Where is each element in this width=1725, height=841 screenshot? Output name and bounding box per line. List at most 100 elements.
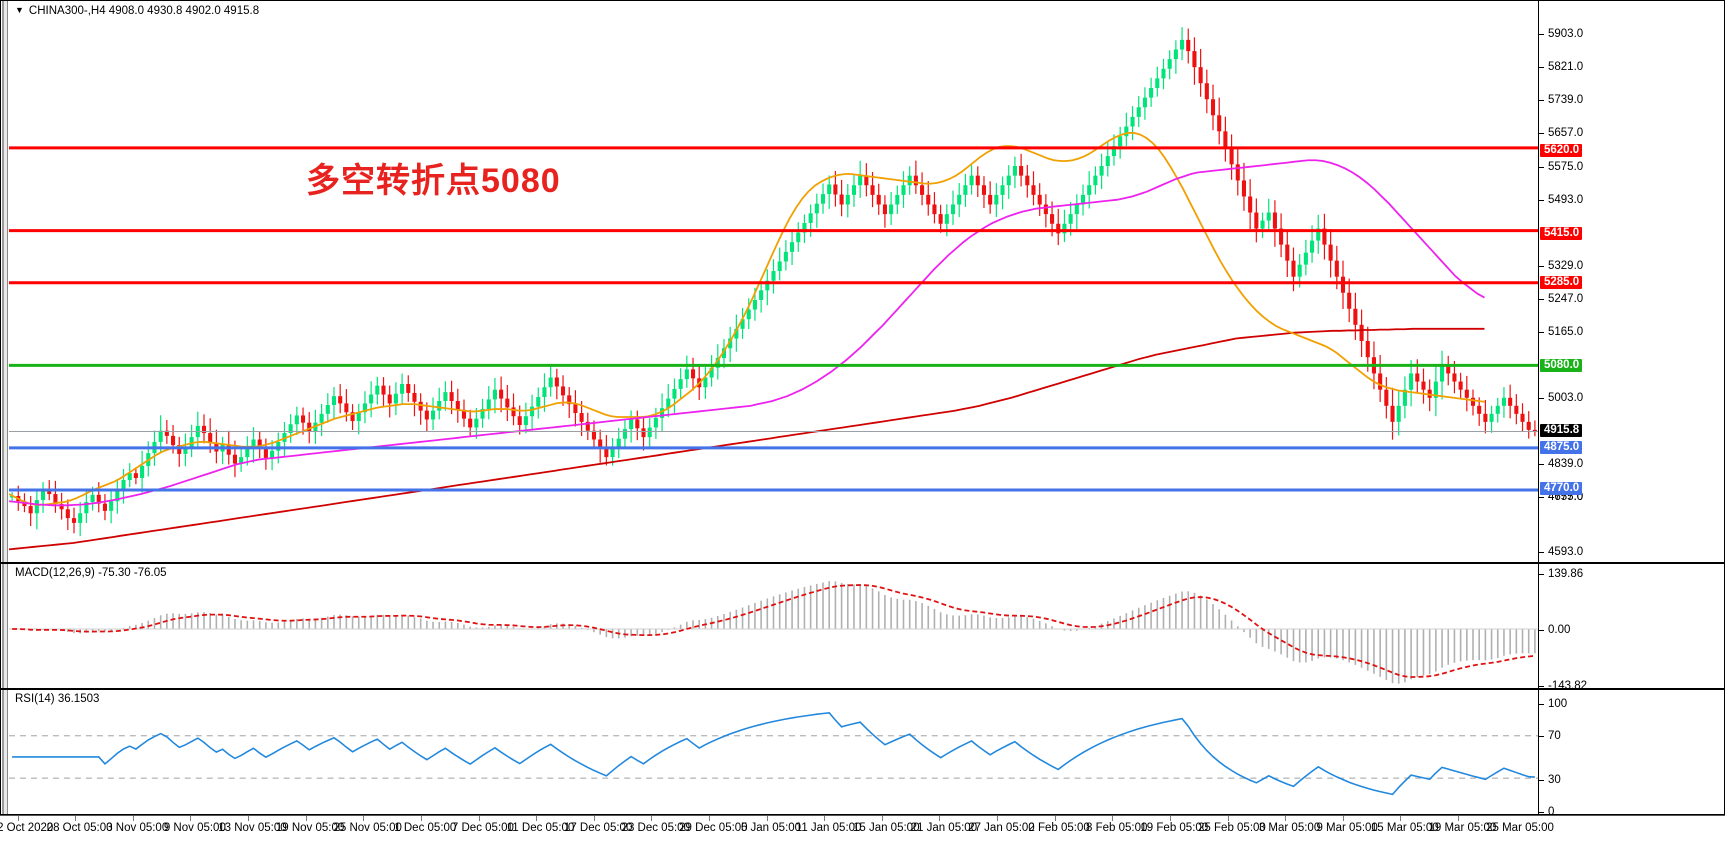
price-level-tag[interactable]: 5285.0 — [1540, 276, 1583, 289]
macd-axis-tick-label: -143.82 — [1548, 680, 1588, 692]
time-axis-label: 13 Nov 05:00 — [218, 822, 287, 834]
time-axis-label: 9 Nov 05:00 — [163, 822, 226, 834]
price-level-tag[interactable]: 5080.0 — [1540, 359, 1583, 372]
price-axis-tick: 4675.0 — [1539, 491, 1584, 503]
price-axis-tick-label: 5329.0 — [1548, 260, 1584, 272]
price-axis-tick-label: 5003.0 — [1548, 392, 1584, 404]
macd-axis-tick: 0.00 — [1539, 624, 1571, 636]
time-axis-label: 15 Jan 05:00 — [852, 822, 920, 834]
tick-dash-icon — [1539, 200, 1544, 201]
time-axis-label: 22 Oct 2020 — [0, 822, 54, 834]
time-axis-separator — [593, 816, 595, 821]
price-level-tag[interactable]: 4770.0 — [1540, 482, 1583, 495]
time-axis-separator — [881, 816, 883, 821]
tick-dash-icon — [1539, 686, 1544, 687]
price-level-tag[interactable]: 5415.0 — [1540, 227, 1583, 240]
price-axis-tick: 5247.0 — [1539, 293, 1583, 305]
time-axis-label: 19 Nov 05:00 — [275, 822, 345, 834]
price-axis-tick: 5739.0 — [1539, 94, 1584, 106]
time-axis-separator — [1400, 816, 1402, 821]
price-axis-tick: 4839.0 — [1539, 458, 1584, 470]
tick-dash-icon — [1539, 812, 1544, 813]
price-axis-tick-label: 5493.0 — [1548, 194, 1584, 206]
price-axis-tick: 5657.0 — [1539, 127, 1583, 139]
price-level-tag[interactable]: 4875.0 — [1540, 441, 1583, 454]
price-axis-tick-label: 5903.0 — [1548, 28, 1584, 40]
rsi-axis-tick-label: 0 — [1548, 806, 1555, 818]
time-axis-label: 11 Dec 05:00 — [506, 822, 575, 834]
time-axis-separator — [997, 816, 999, 821]
macd-indicator-panel[interactable]: MACD(12,26,9) -75.30 -76.05 139.86 0.00 -1… — [0, 563, 1725, 692]
time-axis-separator — [824, 816, 826, 821]
rsi-axis-tick: 70 — [1539, 730, 1561, 742]
price-axis-tick: 5903.0 — [1539, 28, 1584, 40]
rsi-plot-svg — [9, 712, 1538, 796]
time-axis-label: 5 Jan 05:00 — [740, 822, 802, 834]
time-axis-separator — [709, 816, 710, 821]
time-axis-label: 23 Dec 05:00 — [621, 822, 690, 834]
macd-axis-tick: 139.86 — [1539, 568, 1583, 580]
time-axis-label: 1 Dec 05:00 — [394, 822, 457, 834]
time-axis-label: 19 Feb 05:00 — [1140, 822, 1209, 834]
price-level-tag[interactable]: 4915.8 — [1540, 424, 1583, 437]
tick-dash-icon — [1539, 780, 1544, 781]
time-axis-label: 28 Oct 05:00 — [46, 822, 113, 834]
rsi-axis-tick: 100 — [1539, 698, 1568, 710]
tick-dash-icon — [1539, 299, 1544, 300]
time-axis-separator — [17, 816, 19, 821]
time-axis-separator — [1227, 816, 1229, 821]
price-axis-tick: 5003.0 — [1539, 392, 1584, 404]
time-axis-label: 25 Mar 05:00 — [1486, 822, 1554, 834]
price-axis-tick: 5821.0 — [1539, 61, 1584, 73]
price-axis-tick-label: 4675.0 — [1548, 491, 1584, 503]
tick-dash-icon — [1539, 167, 1544, 168]
time-axis-separator — [1112, 816, 1114, 821]
time-axis-separator — [766, 816, 768, 821]
price-level-tag[interactable]: 5620.0 — [1540, 144, 1583, 157]
rsi-axis-tick-label: 70 — [1548, 730, 1561, 742]
rsi-axis-tick-label: 100 — [1548, 698, 1568, 710]
time-axis-label: 21 Jan 05:00 — [910, 822, 978, 834]
time-axis-separator — [478, 816, 480, 821]
price-plot-area[interactable] — [9, 1, 1538, 562]
tick-dash-icon — [1539, 736, 1544, 737]
price-axis-scale[interactable]: 5903.0 5821.0 5739.0 5657.0 5575.0 5493.0 5329… — [1538, 1, 1724, 562]
rsi-axis-tick-label: 30 — [1548, 774, 1561, 786]
price-axis-tick-label: 4839.0 — [1548, 458, 1584, 470]
collapse-arrow-icon[interactable]: ▼ — [15, 5, 24, 15]
time-axis-label: 25 Nov 05:00 — [333, 822, 402, 834]
time-axis-separator — [420, 816, 422, 821]
time-axis-separator — [651, 816, 653, 821]
rsi-plot-area[interactable] — [9, 690, 1538, 814]
rsi-axis-scale: 100 70 30 0 — [1538, 690, 1724, 818]
price-axis-tick-label: 5821.0 — [1548, 61, 1584, 73]
time-axis-separator — [1169, 816, 1171, 821]
tick-dash-icon — [1539, 704, 1544, 705]
macd-plot-area[interactable] — [9, 564, 1538, 688]
price-axis-tick-label: 5739.0 — [1548, 94, 1584, 106]
time-axis-label: 27 Jan 05:00 — [968, 822, 1035, 834]
tick-dash-icon — [1539, 133, 1544, 134]
macd-plot-svg — [9, 581, 1538, 684]
time-axis-label: 19 Mar 05:00 — [1428, 822, 1497, 834]
time-axis-label: 3 Nov 05:00 — [106, 822, 169, 834]
time-axis-label: 29 Dec 05:00 — [679, 822, 748, 834]
macd-axis-tick: -143.82 — [1539, 680, 1588, 692]
price-axis-tick: 4593.0 — [1539, 546, 1584, 558]
time-axis-label: 9 Mar 05:00 — [1316, 822, 1378, 834]
price-axis-tick-label: 5165.0 — [1548, 326, 1584, 338]
chart-header: ▼ CHINA300-,H4 4908.0 4930.8 4902.0 4915.… — [15, 4, 259, 17]
price-axis-tick: 5165.0 — [1539, 326, 1584, 338]
rsi-axis-tick: 0 — [1539, 806, 1555, 818]
time-axis-separator — [536, 816, 538, 821]
time-axis-separator — [190, 816, 192, 821]
time-axis-separator — [132, 816, 134, 821]
macd-axis-tick-label: 0.00 — [1548, 624, 1571, 636]
price-chart-panel[interactable]: ▼ CHINA300-,H4 4908.0 4930.8 4902.0 4915.… — [0, 0, 1725, 563]
rsi-indicator-panel[interactable]: RSI(14) 36.1503 100 70 30 0 — [0, 689, 1725, 818]
tick-dash-icon — [1539, 266, 1544, 267]
price-axis-tick-label: 4593.0 — [1548, 546, 1584, 558]
tick-dash-icon — [1539, 332, 1544, 333]
